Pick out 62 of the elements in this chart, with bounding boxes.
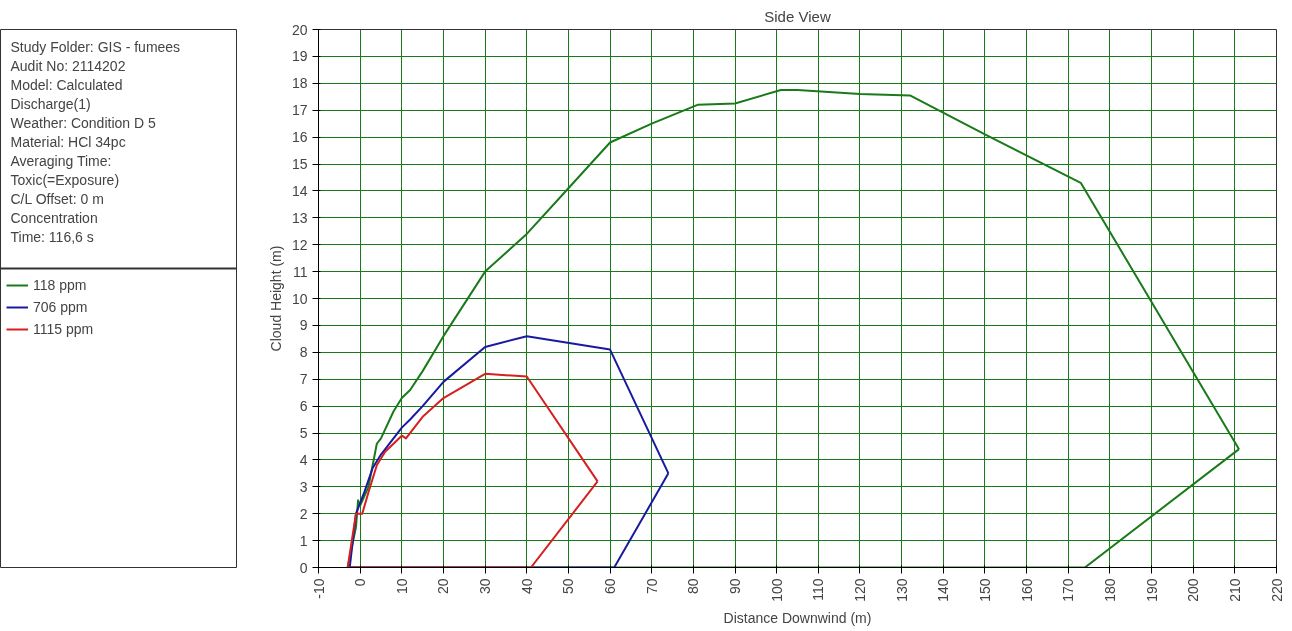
chart-title: Side View xyxy=(764,7,831,25)
text: Material: HCl 34pc xyxy=(10,133,126,150)
x-tick-label: 180 xyxy=(1101,578,1118,602)
y-tick-label: 17 xyxy=(291,102,308,119)
x-tick-label: 100 xyxy=(768,578,785,602)
x-axis-title: Distance Downwind (m) xyxy=(723,609,872,626)
text: Model: Calculated xyxy=(10,76,123,93)
x-tick-label: 130 xyxy=(893,578,910,602)
x-tick-label: 210 xyxy=(1226,578,1243,602)
y-tick-label: 16 xyxy=(291,129,308,146)
x-tick-label: 30 xyxy=(477,578,494,595)
x-tick-label: 150 xyxy=(976,578,993,602)
x-tick-label: 10 xyxy=(393,578,410,595)
y-tick-label: 9 xyxy=(299,317,308,334)
y-tick-label: 3 xyxy=(299,478,308,495)
legend-label: 1115 ppm xyxy=(33,321,94,337)
text: Audit No: 2114202 xyxy=(10,57,126,74)
x-tick-label: 190 xyxy=(1143,578,1160,602)
x-tick-label: 160 xyxy=(1018,578,1035,602)
x-tick-label: 120 xyxy=(851,578,868,602)
x-tick-label: 50 xyxy=(560,578,577,595)
x-tick-label: 20 xyxy=(435,578,452,595)
text: Study Folder: GIS - fumees xyxy=(10,38,181,55)
y-tick-label: 13 xyxy=(291,209,308,226)
x-tick-label: 0 xyxy=(352,578,369,587)
x-tick-label: 110 xyxy=(810,578,827,601)
text: C/L Offset: 0 m xyxy=(10,190,104,207)
y-tick-label: 7 xyxy=(299,371,308,388)
y-tick-label: 20 xyxy=(291,21,308,38)
x-tick-label: 80 xyxy=(685,578,702,595)
y-tick-label: 1 xyxy=(299,532,308,549)
x-tick-label: 140 xyxy=(935,578,952,602)
text: Averaging Time: xyxy=(10,152,112,169)
text: Discharge(1) xyxy=(10,95,91,112)
y-tick-label: 14 xyxy=(291,182,308,199)
y-tick-label: 18 xyxy=(291,75,308,92)
y-tick-label: 4 xyxy=(299,451,308,468)
x-tick-label: 200 xyxy=(1185,578,1202,602)
y-tick-label: 19 xyxy=(291,48,308,65)
y-tick-label: 6 xyxy=(299,398,308,415)
text: Toxic(=Exposure) xyxy=(10,171,120,188)
y-tick-label: 8 xyxy=(299,344,308,361)
y-tick-label: 15 xyxy=(291,156,308,172)
x-tick-label: 70 xyxy=(643,578,660,595)
y-tick-label: 5 xyxy=(299,425,308,441)
text: Weather: Condition D 5 xyxy=(10,114,156,131)
x-tick-label: -10 xyxy=(310,578,327,599)
text: Time: 116,6 s xyxy=(10,228,94,245)
x-tick-label: 60 xyxy=(602,578,619,595)
x-tick-label: 90 xyxy=(727,578,744,595)
y-tick-label: 11 xyxy=(292,263,308,280)
text: Concentration xyxy=(10,209,98,226)
y-tick-label: 0 xyxy=(299,559,308,576)
y-axis-title: Cloud Height (m) xyxy=(267,245,284,352)
x-tick-label: 170 xyxy=(1060,578,1077,602)
x-tick-label: 40 xyxy=(518,578,535,595)
y-tick-label: 2 xyxy=(299,505,308,522)
x-tick-label: 220 xyxy=(1268,578,1285,602)
legend-label: 118 ppm xyxy=(33,277,87,293)
y-tick-label: 12 xyxy=(291,236,308,253)
legend-label: 706 ppm xyxy=(33,299,88,315)
y-tick-label: 10 xyxy=(291,290,308,307)
